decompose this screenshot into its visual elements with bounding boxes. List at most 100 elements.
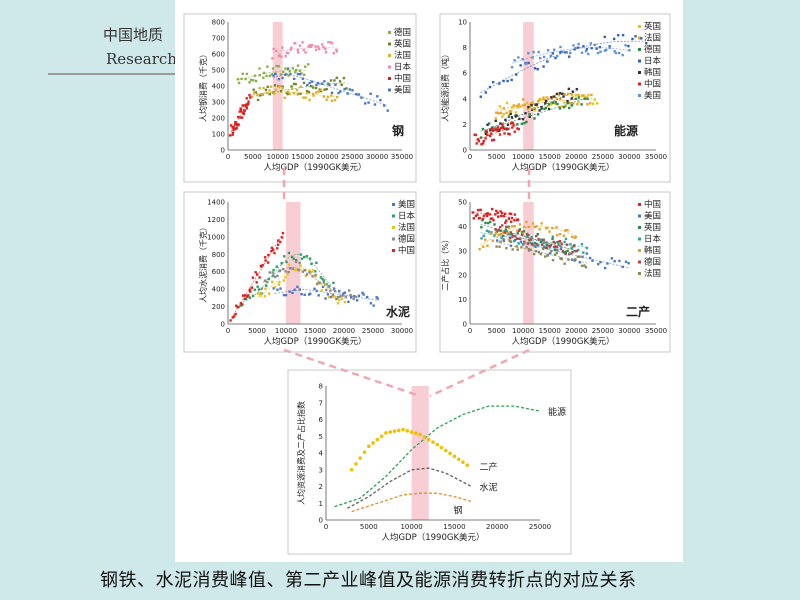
scatter-point: [542, 96, 545, 99]
scatter-point: [505, 101, 509, 105]
legend-marker: [388, 77, 391, 80]
scatter-point: [239, 109, 243, 112]
scatter-point: [298, 44, 302, 47]
y-tick-label: 4: [319, 450, 324, 458]
scatter-point: [343, 300, 347, 304]
y-tick-label: 600: [212, 268, 225, 276]
scatter-point: [519, 64, 522, 67]
legend-label: 英国: [644, 21, 661, 32]
scatter-point: [580, 103, 583, 106]
scatter-point: [335, 48, 338, 52]
dotted-point: [452, 454, 457, 459]
scatter-point: [509, 220, 513, 223]
scatter-point: [317, 47, 321, 51]
scatter-point: [323, 80, 326, 83]
scatter-point: [287, 251, 291, 255]
scatter-point: [372, 304, 375, 307]
dotted-point: [388, 430, 393, 434]
scatter-point: [556, 240, 559, 244]
y-tick-label: 300: [212, 99, 225, 107]
scatter-point: [296, 72, 300, 76]
scatter-point: [254, 271, 257, 274]
scatter-point: [258, 67, 261, 70]
scatter-point: [550, 250, 553, 253]
scatter-point: [515, 237, 519, 240]
scatter-point: [510, 66, 514, 69]
scatter-point: [542, 242, 545, 245]
scatter-point: [585, 48, 589, 51]
chart-frame: [183, 13, 417, 183]
scatter-point: [308, 271, 311, 274]
scatter-point: [285, 260, 288, 264]
scatter-point: [336, 302, 340, 305]
scatter-point: [478, 216, 482, 220]
scatter-point: [236, 115, 240, 119]
y-tick-label: 1200: [207, 216, 225, 224]
scatter-point: [544, 106, 548, 110]
scatter-point: [274, 72, 277, 76]
scatter-point: [501, 115, 504, 118]
scatter-point: [295, 88, 299, 92]
legend-label: 法国: [394, 50, 411, 61]
scatter-point: [301, 41, 304, 44]
scatter-point: [533, 225, 537, 229]
scatter-point: [517, 242, 520, 245]
scatter-point: [552, 48, 556, 51]
scatter-point: [511, 106, 514, 109]
trend-line: [480, 226, 577, 246]
scatter-point: [517, 56, 520, 59]
scatter-point: [278, 280, 281, 284]
scatter-point: [311, 269, 315, 272]
scatter-point: [514, 111, 518, 114]
scatter-point: [512, 124, 515, 127]
scatter-point: [476, 138, 480, 141]
scatter-point: [509, 122, 513, 125]
legend-label: 德国: [644, 257, 661, 268]
scatter-point: [489, 232, 493, 235]
x-tick-label: 30000: [366, 153, 388, 161]
scatter-point: [564, 237, 568, 241]
scatter-point: [300, 292, 303, 296]
scatter-point: [516, 229, 519, 233]
scatter-point: [624, 44, 627, 47]
scatter-point: [551, 258, 555, 262]
scatter-point: [241, 294, 245, 297]
chart-cement: 0 5000 10000 15000 20000 25000 30000 0 200 400 600…: [183, 191, 417, 353]
scatter-point: [570, 235, 574, 239]
y-tick-label: 30: [458, 247, 467, 255]
scatter-point: [287, 270, 290, 274]
dotted-point: [371, 441, 375, 445]
scatter-point: [556, 234, 559, 237]
y-tick-label: 6: [463, 70, 468, 78]
scatter-point: [236, 305, 239, 309]
y-axis-title: 二产占比（%）: [440, 235, 450, 291]
scatter-point: [487, 122, 491, 125]
scatter-point: [544, 101, 547, 105]
scatter-point: [527, 61, 530, 65]
scatter-point: [343, 291, 347, 294]
scatter-point: [496, 211, 499, 215]
scatter-point: [298, 69, 302, 72]
scatter-point: [308, 269, 311, 272]
dotted-point: [448, 451, 452, 456]
scatter-point: [258, 73, 261, 77]
scatter-point: [268, 271, 271, 274]
scatter-point: [573, 249, 576, 253]
scatter-point: [489, 217, 492, 220]
y-tick-label: 200: [212, 115, 225, 123]
scatter-point: [299, 92, 302, 95]
scatter-point: [243, 294, 247, 297]
scatter-point: [301, 77, 305, 80]
scatter-point: [294, 42, 297, 45]
scatter-point: [551, 237, 554, 241]
y-tick-label: 100: [212, 131, 225, 139]
x-tick-label: 5000: [248, 327, 266, 335]
scatter-point: [375, 296, 378, 299]
scatter-point: [307, 45, 310, 48]
scatter-point: [298, 73, 302, 76]
scatter-point: [577, 100, 580, 104]
scatter-point: [547, 107, 551, 111]
scatter-point: [491, 217, 494, 220]
scatter-point: [324, 47, 327, 51]
scatter-point: [555, 226, 558, 229]
